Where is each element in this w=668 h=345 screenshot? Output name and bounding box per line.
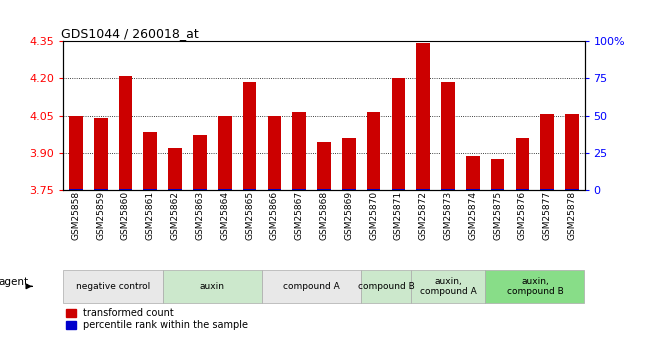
Text: GSM25864: GSM25864 [220, 191, 229, 240]
Text: GSM25870: GSM25870 [369, 191, 378, 240]
FancyBboxPatch shape [361, 270, 411, 303]
Text: compound A: compound A [283, 282, 340, 291]
Bar [416, 43, 430, 190]
Text: compound B: compound B [357, 282, 414, 291]
Bar [317, 141, 331, 190]
Bar [317, 189, 331, 190]
Bar [242, 189, 257, 190]
Bar [119, 189, 132, 190]
Bar [342, 189, 355, 190]
Bar [391, 78, 405, 190]
Text: GSM25876: GSM25876 [518, 191, 527, 240]
Text: GSM25865: GSM25865 [245, 191, 254, 240]
Text: GSM25873: GSM25873 [444, 191, 452, 240]
Bar [193, 135, 207, 190]
Bar [144, 132, 157, 190]
Bar [267, 116, 281, 190]
Bar [491, 159, 504, 190]
Bar [69, 189, 83, 190]
Bar [466, 189, 480, 190]
FancyBboxPatch shape [411, 270, 485, 303]
Bar [242, 82, 257, 190]
Bar [119, 76, 132, 190]
Text: GSM25861: GSM25861 [146, 191, 155, 240]
FancyBboxPatch shape [63, 270, 163, 303]
Bar [94, 189, 108, 190]
Bar [342, 138, 355, 190]
Bar [540, 114, 554, 190]
Bar [267, 189, 281, 190]
Text: negative control: negative control [76, 282, 150, 291]
Text: auxin: auxin [200, 282, 225, 291]
Text: GSM25869: GSM25869 [344, 191, 353, 240]
Bar [168, 189, 182, 190]
Bar [516, 138, 529, 190]
Bar [218, 189, 232, 190]
Bar [94, 118, 108, 190]
Text: GSM25858: GSM25858 [71, 191, 80, 240]
Text: GSM25872: GSM25872 [419, 191, 428, 240]
Bar [565, 114, 579, 190]
Text: GSM25877: GSM25877 [543, 191, 552, 240]
Bar [516, 189, 529, 190]
Text: GSM25863: GSM25863 [196, 191, 204, 240]
FancyBboxPatch shape [485, 270, 584, 303]
Bar [466, 156, 480, 190]
Bar [293, 189, 306, 190]
Bar [491, 189, 504, 190]
Text: auxin,
compound B: auxin, compound B [506, 277, 563, 296]
Legend: transformed count, percentile rank within the sample: transformed count, percentile rank withi… [66, 308, 248, 331]
Bar [367, 189, 381, 190]
Bar [168, 148, 182, 190]
FancyBboxPatch shape [163, 270, 262, 303]
Bar [69, 116, 83, 190]
Text: GSM25862: GSM25862 [170, 191, 180, 240]
Bar [293, 112, 306, 190]
Text: GSM25860: GSM25860 [121, 191, 130, 240]
Text: GSM25878: GSM25878 [568, 191, 576, 240]
Bar [367, 112, 381, 190]
Bar [416, 189, 430, 190]
Text: GSM25866: GSM25866 [270, 191, 279, 240]
Text: agent: agent [0, 277, 29, 287]
Text: GSM25867: GSM25867 [295, 191, 304, 240]
Text: auxin,
compound A: auxin, compound A [420, 277, 476, 296]
Bar [565, 189, 579, 190]
Bar [441, 189, 455, 190]
Text: GSM25874: GSM25874 [468, 191, 478, 240]
Text: GDS1044 / 260018_at: GDS1044 / 260018_at [61, 27, 198, 40]
Text: GSM25875: GSM25875 [493, 191, 502, 240]
Bar [391, 189, 405, 190]
FancyBboxPatch shape [262, 270, 361, 303]
Text: GSM25871: GSM25871 [394, 191, 403, 240]
Bar [540, 189, 554, 190]
Bar [193, 189, 207, 190]
Bar [218, 116, 232, 190]
Bar [441, 82, 455, 190]
Text: GSM25859: GSM25859 [96, 191, 105, 240]
Bar [144, 189, 157, 190]
Text: GSM25868: GSM25868 [319, 191, 329, 240]
